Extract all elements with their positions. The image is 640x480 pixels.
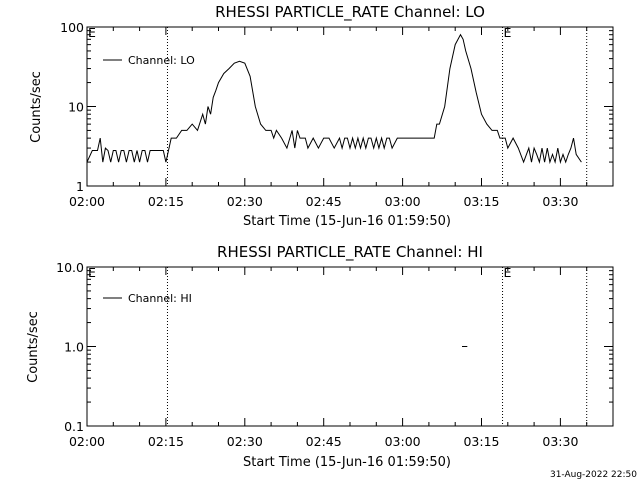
lo-event-marker-label: E <box>504 25 512 40</box>
lo-x-tick-label: 03:00 <box>385 194 421 209</box>
hi-x-tick-label: 02:45 <box>306 434 342 449</box>
hi-x-tick-label: 02:15 <box>148 434 184 449</box>
lo-x-tick-label: 02:30 <box>227 194 263 209</box>
lo-y-tick-label: 1 <box>76 179 84 194</box>
lo-x-axis-label: Start Time (15-Jun-16 01:59:50) <box>243 214 451 229</box>
hi-y-axis-label: Counts/sec <box>26 311 41 383</box>
hi-y-tick-label: 0.1 <box>64 419 84 434</box>
lo-event-marker-label: E <box>88 25 96 40</box>
hi-event-marker-label: E <box>88 265 96 280</box>
hi-channel-panel: RHESSI PARTICLE_RATE Channel: HI Counts/… <box>26 243 614 470</box>
hi-x-tick-label: 03:15 <box>463 434 499 449</box>
hi-chart-title: RHESSI PARTICLE_RATE Channel: HI <box>217 243 483 262</box>
lo-channel-panel: RHESSI PARTICLE_RATE Channel: LO Counts/… <box>29 3 614 229</box>
lo-x-tick-label: 03:30 <box>542 194 578 209</box>
lo-legend-label: Channel: LO <box>128 54 195 67</box>
hi-x-axis-label: Start Time (15-Jun-16 01:59:50) <box>243 455 451 470</box>
lo-x-tick-label: 02:00 <box>69 194 105 209</box>
hi-y-tick-label: 10.0 <box>56 260 84 275</box>
hi-legend-label: Channel: HI <box>128 292 192 305</box>
hi-x-tick-label: 02:30 <box>227 434 263 449</box>
generation-timestamp: 31-Aug-2022 22:50 <box>550 470 637 480</box>
lo-chart-title: RHESSI PARTICLE_RATE Channel: LO <box>215 3 485 22</box>
lo-y-axis-label: Counts/sec <box>29 71 44 143</box>
hi-x-tick-label: 03:30 <box>542 434 578 449</box>
hi-y-tick-label: 1.0 <box>64 340 84 355</box>
lo-x-tick-label: 02:45 <box>306 194 342 209</box>
hi-event-marker-label: E <box>504 265 512 280</box>
lo-y-tick-label: 100 <box>60 20 84 35</box>
lo-x-tick-label: 03:15 <box>463 194 499 209</box>
lo-series-line <box>86 33 582 165</box>
lo-x-tick-label: 02:15 <box>148 194 184 209</box>
hi-x-tick-label: 02:00 <box>69 434 105 449</box>
hi-x-tick-label: 03:00 <box>385 434 421 449</box>
lo-y-tick-label: 10 <box>68 100 84 115</box>
